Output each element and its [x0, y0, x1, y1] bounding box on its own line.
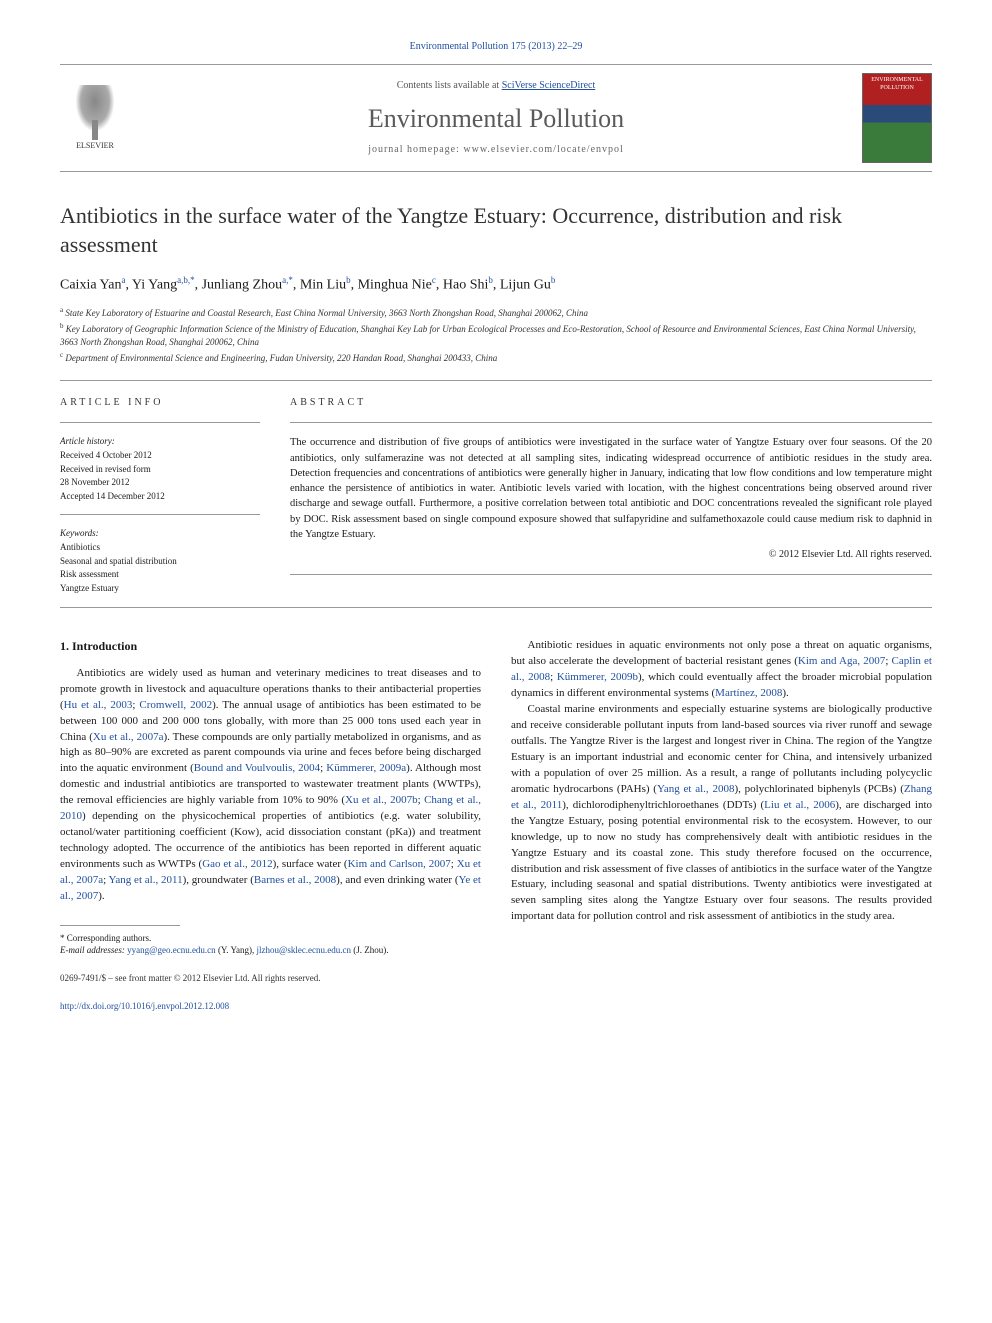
citation-link[interactable]: Hu et al., 2003 — [64, 699, 133, 711]
email-link[interactable]: yyang@geo.ecnu.edu.cn — [127, 945, 216, 955]
affiliation-line: a State Key Laboratory of Estuarine and … — [60, 305, 932, 321]
citation-link[interactable]: Kim and Aga, 2007 — [798, 655, 885, 667]
keywords-label: Keywords: — [60, 527, 260, 540]
journal-name: Environmental Pollution — [130, 101, 862, 137]
citation-link[interactable]: Barnes et al., 2008 — [254, 874, 336, 886]
email-link[interactable]: jlzhou@sklec.ecnu.edu.cn — [257, 945, 352, 955]
intro-para-1: Antibiotics are widely used as human and… — [60, 666, 481, 905]
abstract-heading: ABSTRACT — [290, 396, 932, 410]
corresponding-author-footnote: * Corresponding authors. E-mail addresse… — [60, 932, 481, 957]
introduction-heading: 1. Introduction — [60, 638, 481, 655]
history-line: 28 November 2012 — [60, 476, 260, 489]
left-column: 1. Introduction Antibiotics are widely u… — [60, 638, 481, 1013]
affiliation-line: b Key Laboratory of Geographic Informati… — [60, 321, 932, 350]
citation-link[interactable]: Kim and Carlson, 2007 — [348, 858, 451, 870]
journal-cover-thumbnail: ENVIRONMENTAL POLLUTION — [862, 73, 932, 163]
citation-link[interactable]: Yang et al., 2011 — [109, 874, 183, 886]
scidirect-link[interactable]: SciVerse ScienceDirect — [502, 80, 596, 91]
elsevier-label: ELSEVIER — [76, 140, 114, 151]
footnote-separator — [60, 925, 180, 926]
citation-link[interactable]: Bound and Voulvoulis, 2004 — [194, 762, 320, 774]
article-title: Antibiotics in the surface water of the … — [60, 202, 932, 259]
journal-homepage: journal homepage: www.elsevier.com/locat… — [130, 143, 862, 157]
article-info-sidebar: ARTICLE INFO Article history: Received 4… — [60, 396, 260, 595]
article-info-heading: ARTICLE INFO — [60, 396, 260, 410]
contents-available-label: Contents lists available at SciVerse Sci… — [130, 79, 862, 93]
citation-link[interactable]: Kümmerer, 2009a — [326, 762, 406, 774]
citation-link[interactable]: Liu et al., 2006 — [764, 799, 835, 811]
history-line: Received 4 October 2012 — [60, 449, 260, 462]
keyword-line: Yangtze Estuary — [60, 582, 260, 595]
abstract-copyright: © 2012 Elsevier Ltd. All rights reserved… — [290, 548, 932, 562]
author-list: Caixia Yana, Yi Yanga,b,*, Junliang Zhou… — [60, 274, 932, 295]
citation-link[interactable]: Gao et al., 2012 — [202, 858, 272, 870]
affiliations: a State Key Laboratory of Estuarine and … — [60, 305, 932, 365]
right-column: Antibiotic residues in aquatic environme… — [511, 638, 932, 1013]
keyword-line: Antibiotics — [60, 541, 260, 554]
issn-line: 0269-7491/$ – see front matter © 2012 El… — [60, 972, 481, 985]
body-columns: 1. Introduction Antibiotics are widely u… — [60, 638, 932, 1013]
elsevier-tree-icon — [70, 85, 120, 140]
citation-link[interactable]: Yang et al., 2008 — [657, 783, 734, 795]
abstract-text: The occurrence and distribution of five … — [290, 435, 932, 542]
intro-para-2: Antibiotic residues in aquatic environme… — [511, 638, 932, 702]
corr-label: * Corresponding authors. — [60, 932, 481, 945]
abstract-column: ABSTRACT The occurrence and distribution… — [290, 396, 932, 595]
citation-link[interactable]: Xu et al., 2007a — [93, 731, 164, 743]
doi-link[interactable]: http://dx.doi.org/10.1016/j.envpol.2012.… — [60, 1001, 229, 1011]
history-line: Received in revised form — [60, 463, 260, 476]
journal-masthead: ELSEVIER Contents lists available at Sci… — [60, 64, 932, 172]
keyword-line: Risk assessment — [60, 568, 260, 581]
separator-rule — [60, 380, 932, 381]
citation-link[interactable]: Xu et al., 2007b — [345, 794, 418, 806]
citation-link[interactable]: Martínez, 2008 — [715, 687, 782, 699]
keyword-line: Seasonal and spatial distribution — [60, 555, 260, 568]
affiliation-line: c Department of Environmental Science an… — [60, 350, 932, 366]
intro-para-3: Coastal marine environments and especial… — [511, 702, 932, 925]
citation-link[interactable]: Kümmerer, 2009b — [557, 671, 638, 683]
journal-reference: Environmental Pollution 175 (2013) 22–29 — [60, 40, 932, 54]
article-history-label: Article history: — [60, 435, 260, 448]
history-line: Accepted 14 December 2012 — [60, 490, 260, 503]
elsevier-logo: ELSEVIER — [60, 78, 130, 158]
email-label: E-mail addresses: — [60, 945, 127, 955]
citation-link[interactable]: Cromwell, 2002 — [139, 699, 212, 711]
